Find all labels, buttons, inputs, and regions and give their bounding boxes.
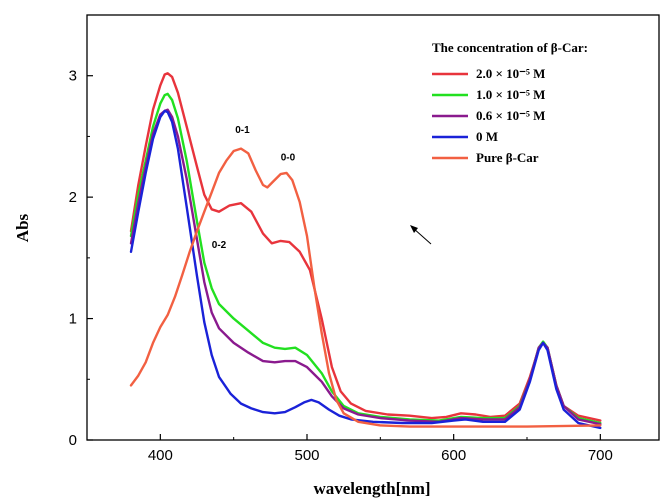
legend-label-4: Pure β-Car — [476, 150, 539, 165]
annotation-layer: 0-1 0-0 0-2 — [212, 125, 432, 251]
y-axis-title: Abs — [13, 213, 32, 242]
x-tick-label-600: 600 — [441, 447, 466, 464]
annotation-arrow — [412, 227, 432, 245]
annotation-1: 0-0 — [281, 153, 296, 164]
plot-frame — [86, 14, 660, 441]
annotation-2: 0-2 — [212, 240, 227, 251]
y-tick-label-2: 2 — [69, 189, 77, 206]
series-line-3 — [129, 109, 602, 430]
annotation-0: 0-1 — [235, 125, 250, 136]
legend-label-1: 1.0 × 10⁻⁵ M — [476, 87, 545, 102]
legend-label-0: 2.0 × 10⁻⁵ M — [476, 66, 545, 81]
legend-title: The concentration of β-Car: — [432, 40, 588, 55]
y-tick-label-3: 3 — [69, 68, 77, 85]
x-tick-label-500: 500 — [294, 447, 319, 464]
y-tick-label-0: 0 — [69, 432, 77, 449]
x-tick-label-400: 400 — [148, 447, 173, 464]
x-tick-label-700: 700 — [588, 447, 613, 464]
legend-label-3: 0 M — [476, 129, 498, 144]
series-line-4 — [129, 147, 602, 428]
y-tick-label-1: 1 — [69, 311, 77, 328]
legend-label-2: 0.6 × 10⁻⁵ M — [476, 108, 545, 123]
legend: The concentration of β-Car: 2.0 × 10⁻⁵ M… — [432, 40, 588, 165]
series-layer — [129, 72, 602, 430]
annotation-arrowhead — [410, 225, 418, 233]
x-axis-title: wavelength[nm] — [313, 479, 430, 498]
axis-ticks: 400 500 600 700 0 1 2 3 — [69, 68, 613, 464]
